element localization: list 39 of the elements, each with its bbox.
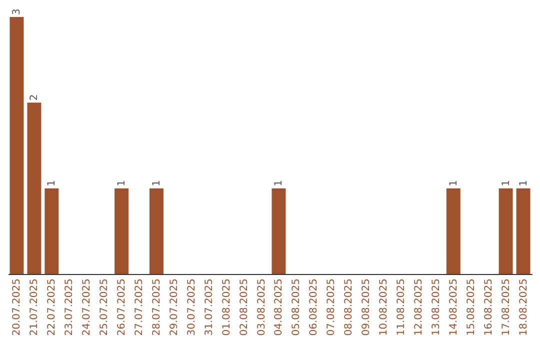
x-tick-label: 28.07.2025 [151, 278, 162, 336]
data-label: 1 [448, 180, 460, 186]
x-tick-label: 16.08.2025 [483, 278, 494, 336]
x-tick-label: 07.08.2025 [326, 278, 338, 336]
x-tick-label: 02.08.2025 [238, 278, 250, 336]
x-tick-label: 10.08.2025 [378, 278, 390, 336]
data-label: 1 [500, 180, 512, 186]
x-tick-label: 03.08.2025 [256, 278, 268, 336]
data-label: 1 [116, 180, 128, 186]
data-label: 1 [46, 180, 58, 186]
data-label: 2 [29, 94, 40, 101]
x-tick-label: 27.07.2025 [134, 278, 145, 336]
x-tick-label: 25.07.2025 [99, 278, 110, 336]
x-tick-label: 26.07.2025 [116, 278, 128, 336]
x-tick-label: 30.07.2025 [186, 278, 198, 336]
x-tick-label: 09.08.2025 [361, 278, 372, 336]
x-tick-label: 04.08.2025 [274, 278, 285, 336]
x-tick-label: 05.08.2025 [291, 278, 302, 336]
x-tick-label: 17.08.2025 [500, 278, 512, 336]
x-tick-label: 22.07.2025 [46, 278, 58, 336]
data-label: 3 [12, 8, 23, 15]
data-label: 1 [518, 180, 530, 186]
x-tick-label: 23.07.2025 [64, 278, 76, 336]
x-tick-label: 14.08.2025 [448, 278, 460, 336]
x-tick-label: 15.08.2025 [466, 278, 477, 336]
x-tick-label: 31.07.2025 [204, 278, 215, 336]
x-tick-label: 24.07.2025 [82, 278, 93, 336]
x-tick-label: 20.07.2025 [12, 278, 23, 336]
data-label: 1 [274, 180, 285, 186]
x-tick-label: 11.08.2025 [396, 278, 407, 336]
data-label: 1 [151, 180, 162, 186]
x-tick-label: 12.08.2025 [413, 278, 424, 336]
x-tick-label: 13.08.2025 [430, 278, 442, 336]
x-tick-label: 01.08.2025 [221, 278, 232, 336]
x-tick-label: 18.08.2025 [518, 278, 530, 336]
x-tick-label: 08.08.2025 [344, 278, 355, 336]
x-tick-label: 29.07.2025 [168, 278, 180, 336]
x-tick-label: 06.08.2025 [308, 278, 320, 336]
x-tick-label: 21.07.2025 [29, 278, 40, 336]
